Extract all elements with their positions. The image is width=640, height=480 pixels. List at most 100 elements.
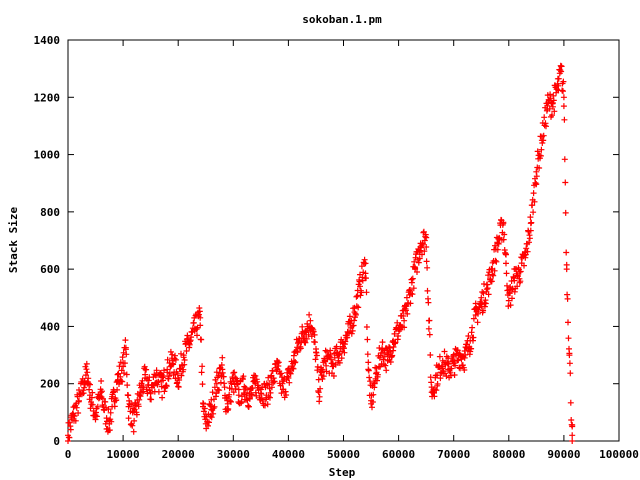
data-point [567, 370, 574, 377]
data-point [268, 384, 275, 391]
y-tick-label: 1400 [34, 34, 61, 47]
data-point [338, 355, 345, 362]
data-point [566, 360, 573, 367]
data-point [94, 403, 101, 410]
data-point [524, 248, 531, 255]
data-point [84, 369, 91, 376]
data-point [391, 330, 398, 337]
data-point [501, 231, 508, 238]
data-point [278, 390, 285, 397]
data-point [467, 337, 474, 344]
data-point [389, 352, 396, 359]
data-point [558, 63, 565, 70]
data-point [143, 386, 150, 393]
data-point [206, 401, 213, 408]
data-point [169, 351, 176, 358]
data-point [395, 333, 402, 339]
data-point [123, 371, 130, 378]
data-point [490, 272, 497, 279]
data-point [241, 383, 248, 390]
data-point [267, 389, 274, 396]
data-point [527, 214, 534, 221]
data-point [567, 399, 574, 406]
data-point [379, 346, 386, 353]
data-point [357, 283, 363, 290]
data-point [371, 380, 378, 387]
data-point [86, 386, 93, 393]
data-point [181, 357, 188, 363]
data-point [395, 326, 402, 333]
data-point [305, 331, 312, 338]
data-point [313, 349, 319, 356]
data-point [220, 373, 227, 380]
data-point [210, 410, 217, 417]
data-point [478, 300, 485, 307]
data-point [310, 328, 317, 335]
data-point [366, 374, 373, 381]
data-point [115, 370, 122, 377]
data-point [415, 259, 422, 266]
data-point [349, 327, 356, 334]
data-point [148, 396, 155, 403]
data-point [85, 375, 92, 382]
data-point [533, 168, 540, 175]
x-axis: 0 10000 20000 30000 40000 50000 60000 70000 8000… [65, 40, 639, 461]
data-point [569, 423, 576, 430]
data-point [164, 369, 171, 376]
data-point [400, 313, 407, 319]
data-point [125, 415, 132, 422]
data-point [85, 380, 92, 387]
data-point [114, 377, 121, 384]
data-point [206, 419, 212, 426]
data-point [369, 404, 375, 411]
data-point [232, 374, 239, 381]
x-tick-label: 10000 [107, 448, 140, 461]
data-point [175, 375, 182, 381]
data-point [538, 137, 545, 144]
data-point [365, 366, 372, 373]
data-point [536, 165, 543, 171]
data-point [465, 333, 472, 339]
data-point [364, 336, 371, 343]
data-point [317, 385, 324, 392]
data-point [167, 348, 174, 355]
data-point [159, 394, 166, 401]
data-point [468, 345, 475, 352]
data-point [353, 293, 360, 300]
data-point [287, 370, 294, 377]
data-point [120, 363, 127, 370]
data-point [124, 382, 131, 389]
y-tick-label: 1000 [34, 149, 61, 162]
data-point [472, 312, 479, 318]
data-point [268, 377, 275, 384]
data-point [213, 380, 220, 387]
data-point [262, 402, 268, 409]
data-point [368, 400, 375, 407]
data-point [98, 378, 105, 384]
data-point [240, 373, 247, 380]
data-point [500, 220, 507, 227]
x-tick-label: 50000 [327, 448, 360, 461]
data-point [211, 403, 218, 410]
data-point [538, 146, 545, 153]
data-point [409, 275, 416, 282]
data-point [217, 379, 224, 386]
data-point [319, 376, 326, 382]
x-tick-label: 20000 [162, 448, 195, 461]
data-point [507, 302, 514, 309]
data-point [425, 299, 432, 306]
data-point [433, 387, 440, 394]
data-point [286, 379, 293, 386]
data-point [180, 366, 187, 373]
data-point [71, 413, 78, 420]
data-point [478, 294, 485, 301]
data-point [409, 291, 416, 298]
data-point [290, 357, 297, 364]
data-point [312, 356, 319, 363]
data-point [186, 340, 193, 347]
data-point [410, 285, 417, 292]
data-point [125, 403, 132, 410]
data-point [401, 317, 408, 324]
data-point [197, 314, 204, 321]
